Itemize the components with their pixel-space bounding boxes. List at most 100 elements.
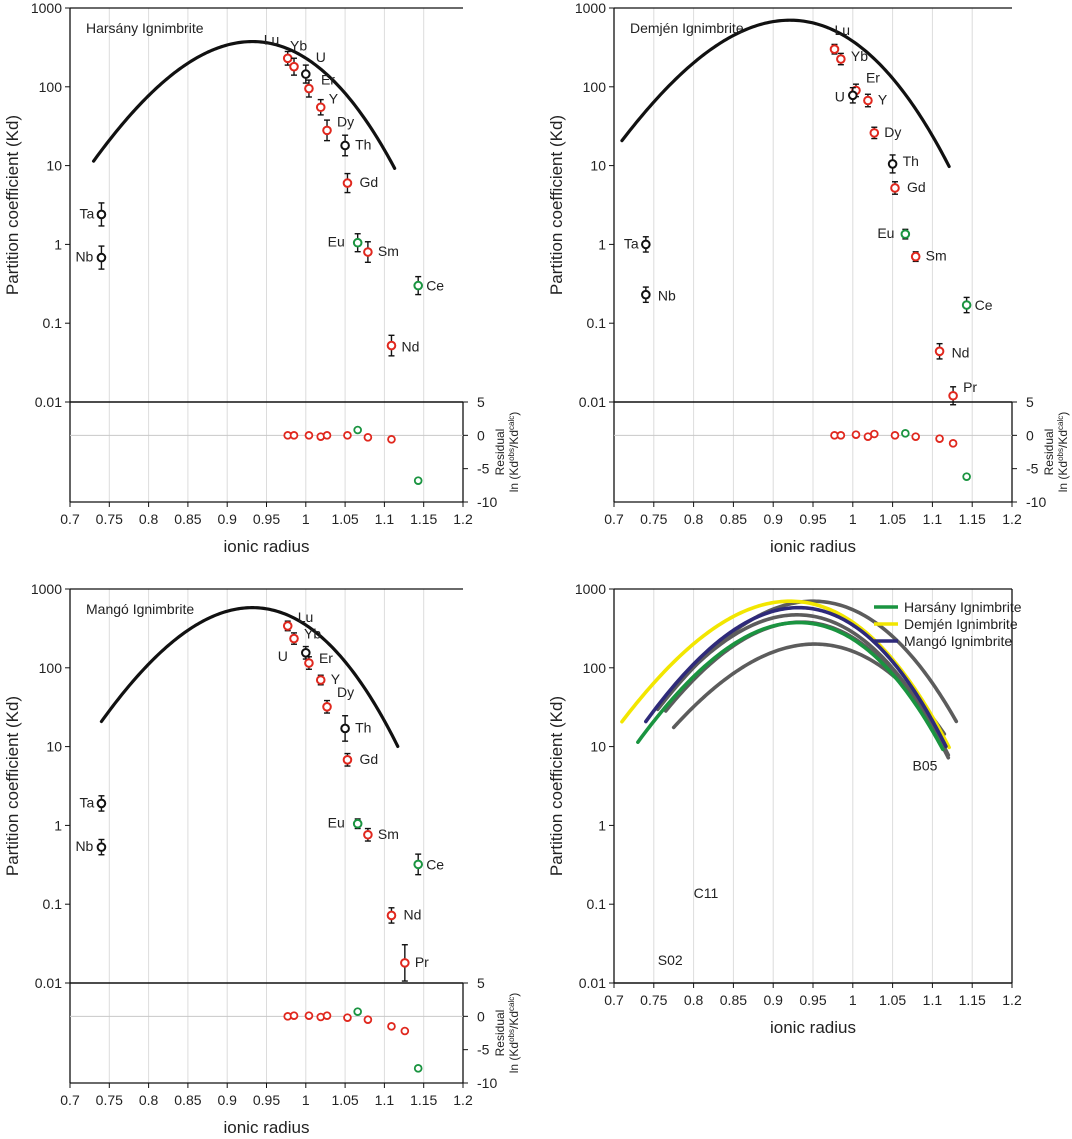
y-axis-title: Partition coefficient (Kd) bbox=[547, 696, 566, 876]
fit-curve bbox=[99, 606, 400, 748]
x-tick-label: 0.75 bbox=[96, 1092, 123, 1108]
residual-formula: ln (Kdobs/Kdcalc) bbox=[1056, 412, 1071, 493]
residual-formula-sup: calc bbox=[1056, 416, 1065, 430]
residual-formula-part: ln (Kd bbox=[1056, 461, 1070, 492]
residual-tick-label: -10 bbox=[477, 494, 497, 510]
data-point-ta bbox=[96, 798, 107, 809]
series-line-harsnyignimbrite bbox=[636, 620, 945, 752]
residual-point bbox=[363, 1015, 373, 1024]
residual-tick-label: 5 bbox=[477, 394, 485, 410]
residual-point bbox=[304, 1011, 314, 1020]
residual-point bbox=[413, 476, 423, 485]
curve-annotation-s02: S02 bbox=[658, 952, 683, 968]
point-label-nb: Nb bbox=[75, 249, 93, 265]
residual-formula-sup: obs bbox=[507, 1029, 516, 1042]
y-axis-title: Partition coefficient (Kd) bbox=[3, 696, 22, 876]
point-label-yb: Yb bbox=[851, 48, 868, 64]
data-point-ta bbox=[96, 209, 107, 220]
point-label-nb: Nb bbox=[75, 838, 93, 854]
residual-tick-label: -5 bbox=[477, 1042, 490, 1058]
point-label-ce: Ce bbox=[426, 278, 444, 294]
residual-tick-label: 0 bbox=[477, 427, 485, 443]
residual-formula-part: ) bbox=[507, 412, 521, 416]
residual-formula-part: /Kd bbox=[507, 1011, 521, 1029]
legend-label: Harsány Ignimbrite bbox=[904, 599, 1022, 615]
data-point-lu bbox=[829, 44, 840, 55]
x-tick-label: 1.1 bbox=[375, 1092, 395, 1108]
x-tick-label: 0.9 bbox=[217, 511, 237, 527]
y-tick-label: 10 bbox=[590, 739, 606, 755]
x-tick-label: 0.85 bbox=[174, 1092, 201, 1108]
point-label-sm: Sm bbox=[378, 243, 399, 259]
residual-point bbox=[363, 433, 373, 442]
x-tick-label: 1.15 bbox=[959, 511, 986, 527]
x-tick-label: 1.1 bbox=[923, 992, 943, 1008]
residual-tick-label: 5 bbox=[1026, 394, 1034, 410]
point-label-eu: Eu bbox=[328, 234, 345, 250]
x-tick-label: 1 bbox=[849, 511, 857, 527]
point-label-ta: Ta bbox=[624, 235, 639, 251]
residual-point bbox=[962, 472, 971, 481]
residual-tick-label: 5 bbox=[477, 975, 485, 991]
point-label-gd: Gd bbox=[907, 179, 926, 195]
data-point-lu bbox=[282, 621, 293, 631]
y-tick-label: 1000 bbox=[575, 581, 606, 597]
residual-tick-label: -10 bbox=[477, 1075, 497, 1091]
panel-harsny: 0.7 0.75 0.8 0.85 0.9 0.95 1 1.05 1.1 1.15 1.2 ioni… bbox=[3, 0, 521, 556]
point-label-er: Er bbox=[319, 650, 333, 666]
point-label-th: Th bbox=[355, 136, 371, 152]
y-tick-label: 0.1 bbox=[43, 315, 63, 331]
y-tick-label: 0.01 bbox=[579, 975, 606, 991]
x-tick-label: 0.9 bbox=[217, 1092, 237, 1108]
residual-point bbox=[413, 1064, 423, 1073]
residual-point bbox=[343, 1013, 352, 1022]
point-label-nd: Nd bbox=[401, 339, 419, 355]
residual-point bbox=[400, 1026, 410, 1036]
point-label-nb: Nb bbox=[658, 288, 676, 304]
x-tick-label: 0.95 bbox=[799, 992, 826, 1008]
fit-curve bbox=[91, 39, 397, 170]
point-label-dy: Dy bbox=[337, 684, 354, 700]
residual-formula-sup: obs bbox=[1056, 448, 1065, 461]
y-tick-label: 0.1 bbox=[587, 896, 607, 912]
data-point-nb bbox=[641, 289, 651, 300]
point-label-u: U bbox=[316, 49, 326, 65]
residual-point bbox=[869, 429, 879, 439]
series-line-mangignimbrite bbox=[644, 605, 948, 749]
panel-comparison: 0.7 0.75 0.8 0.85 0.9 0.95 1 1.05 1.1 1.15 1.2 ioni… bbox=[547, 581, 1022, 1037]
residual-point bbox=[343, 431, 352, 440]
residual-tick-label: -5 bbox=[477, 461, 490, 477]
data-point-u bbox=[301, 69, 311, 79]
point-label-ta: Ta bbox=[79, 794, 94, 810]
data-point-y bbox=[315, 102, 326, 113]
y-tick-label: 1000 bbox=[31, 0, 62, 16]
data-point-th bbox=[340, 140, 350, 151]
point-label-eu: Eu bbox=[877, 225, 894, 241]
residual-point bbox=[304, 431, 314, 440]
data-point-th bbox=[340, 723, 350, 734]
x-tick-label: 1 bbox=[849, 992, 857, 1008]
residual-formula-part: ) bbox=[1056, 412, 1070, 416]
point-label-sm: Sm bbox=[926, 248, 947, 264]
residual-point bbox=[935, 434, 944, 443]
legend-label: Demjén Ignimbrite bbox=[904, 616, 1018, 632]
data-point-eu bbox=[352, 818, 363, 829]
point-label-nd: Nd bbox=[952, 344, 970, 360]
y-tick-label: 10 bbox=[46, 739, 62, 755]
residual-point bbox=[836, 431, 846, 440]
data-point-sm bbox=[363, 829, 373, 840]
data-point-yb bbox=[289, 633, 299, 644]
x-tick-label: 1.05 bbox=[879, 992, 906, 1008]
x-tick-label: 1.15 bbox=[410, 1092, 437, 1108]
point-label-er: Er bbox=[866, 69, 880, 85]
x-tick-label: 0.85 bbox=[720, 992, 747, 1008]
point-label-ta: Ta bbox=[79, 205, 94, 221]
data-point-ce bbox=[961, 300, 972, 310]
x-tick-label: 0.8 bbox=[139, 1092, 159, 1108]
x-tick-label: 0.7 bbox=[60, 1092, 80, 1108]
data-point-gd bbox=[342, 178, 353, 188]
point-label-lu: Lu bbox=[834, 22, 850, 38]
residual-point bbox=[387, 1022, 396, 1031]
y-tick-label: 100 bbox=[583, 79, 607, 95]
